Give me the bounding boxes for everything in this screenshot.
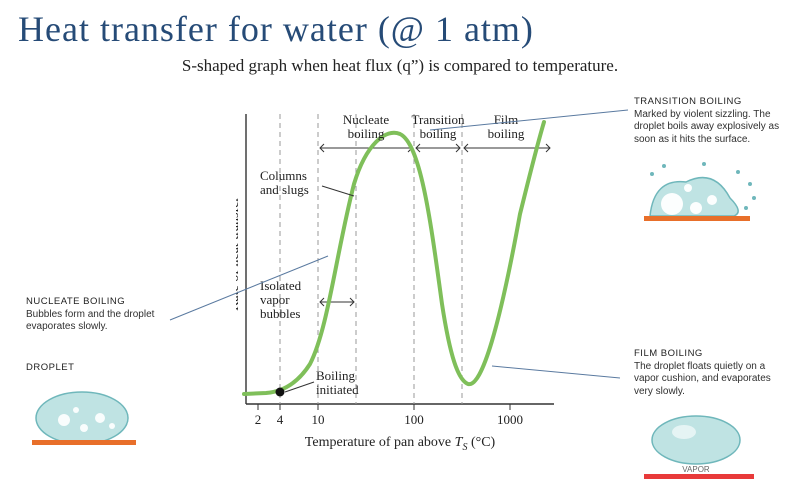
xtick-3: 100 — [404, 412, 424, 427]
callout-transition: TRANSITION BOILING Marked by violent siz… — [634, 96, 784, 146]
svg-text:Nucleateboiling: Nucleateboiling — [343, 112, 389, 141]
svg-text:Temperature of pan above TS (: Temperature of pan above TS (°C) — [305, 435, 496, 453]
transition-illustration — [634, 158, 774, 238]
xtick-0: 2 — [255, 412, 262, 427]
svg-text:Filmboiling: Filmboiling — [488, 112, 525, 141]
page-title: Heat transfer for water (@ 1 atm) — [0, 0, 800, 50]
xtick-2: 10 — [312, 412, 325, 427]
xlabel-a: Temperature of pan above — [305, 435, 455, 450]
xtick-1: 4 — [277, 412, 284, 427]
droplet-illustration — [26, 378, 146, 448]
boiling-curve-chart: 2 4 10 100 1000 Temperature of pan above… — [236, 104, 564, 464]
svg-text:Columnsand slugs: Columnsand slugs — [260, 168, 309, 197]
callout-droplet-hdr: DROPLET — [26, 362, 74, 374]
callout-film: FILM BOILING The droplet floats quietly … — [634, 348, 784, 398]
callout-transition-body: Marked by violent sizzling. The droplet … — [634, 109, 784, 147]
xlabel-d: (°C) — [467, 435, 495, 450]
film-illustration: VAPOR — [634, 404, 774, 484]
callout-nucleate-body: Bubbles form and the droplet evaporates … — [26, 309, 176, 334]
xtick-4: 1000 — [497, 412, 523, 427]
svg-text:Boilinginitiated: Boilinginitiated — [316, 368, 359, 397]
callout-nucleate-hdr: NUCLEATE BOILING — [26, 296, 176, 308]
ylabel: Rate of heat transfer — [236, 197, 242, 311]
callout-transition-hdr: TRANSITION BOILING — [634, 96, 784, 108]
subtitle: S-shaped graph when heat flux (q”) is co… — [0, 56, 800, 76]
callout-droplet: DROPLET — [26, 362, 74, 374]
callout-film-hdr: FILM BOILING — [634, 348, 784, 360]
vapor-label: VAPOR — [682, 465, 710, 474]
svg-text:Transitionboiling: Transitionboiling — [412, 112, 465, 141]
callout-nucleate: NUCLEATE BOILING Bubbles form and the dr… — [26, 296, 176, 334]
svg-text:Isolatedvaporbubbles: Isolatedvaporbubbles — [260, 278, 302, 321]
callout-film-body: The droplet floats quietly on a vapor cu… — [634, 361, 784, 399]
